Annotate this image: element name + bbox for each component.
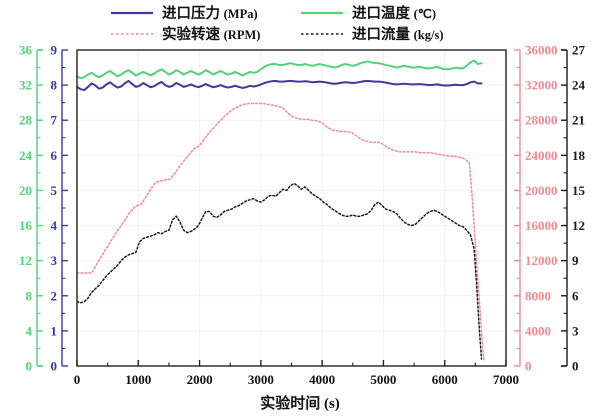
axis-speed-tick-label: 8000 [525, 288, 551, 303]
chart-legend: 进口压力 (MPa) 进口温度 (℃) 实验转速 (RPM) 进口流量 ( [0, 2, 600, 46]
legend-unit-temperature: (℃) [413, 7, 436, 21]
axis-speed-tick-label: 24000 [525, 148, 558, 163]
series-line-flow [76, 182, 483, 360]
x-tick-label: 5000 [370, 372, 396, 387]
axis-speed-tick-label: 20000 [525, 183, 558, 198]
axis-flow-tick-label: 27 [572, 43, 586, 58]
series-line-speed [76, 102, 485, 363]
axis-temperature-tick-label: 12 [19, 253, 32, 268]
axis-temperature-tick-label: 20 [19, 183, 32, 198]
axis-speed-tick-label: 4000 [525, 323, 551, 338]
axis-flow-tick-label: 9 [572, 253, 579, 268]
series-line-temperature [76, 59, 483, 80]
axis-temperature-tick-label: 16 [19, 218, 33, 233]
legend-item-flow: 进口流量 (kg/s) [300, 23, 490, 44]
x-tick-label: 4000 [309, 372, 335, 387]
axis-speed-tick-label: 16000 [525, 218, 558, 233]
axis-speed: 0 4000 8000 12000 16000 20000 24000 28000 32000 3… [514, 43, 558, 374]
axis-flow-tick-label: 21 [572, 113, 585, 128]
axis-speed-tick-label: 36000 [525, 43, 558, 58]
x-tick-label: 1000 [125, 372, 151, 387]
axis-flow: 0 3 6 9 12 15 18 21 24 27 [561, 43, 586, 374]
axis-flow-tick-label: 3 [572, 323, 579, 338]
axis-flow-tick-label: 0 [572, 359, 579, 374]
legend-label-temperature: 进口温度 [352, 6, 410, 22]
legend-item-pressure: 进口压力 (MPa) [110, 2, 300, 23]
axis-pressure-tick-label: 7 [51, 113, 58, 128]
legend-row-2: 实验转速 (RPM) 进口流量 (kg/s) [0, 23, 600, 44]
axis-flow-tick-label: 24 [572, 78, 586, 93]
x-axis-ticks: 0 1000 2000 3000 4000 5000 6000 7000 [74, 360, 519, 387]
legend-unit-flow: (kg/s) [413, 28, 444, 42]
axis-temperature-tick-label: 36 [19, 43, 33, 58]
axis-temperature-tick-label: 28 [19, 113, 33, 128]
legend-unit-pressure: (MPa) [223, 7, 258, 21]
legend-label-pressure: 进口压力 [162, 6, 220, 22]
axis-speed-tick-label: 28000 [525, 113, 558, 128]
axis-pressure-tick-label: 0 [51, 359, 58, 374]
axis-temperature-tick-label: 8 [26, 288, 33, 303]
axis-temperature: 0 4 8 12 16 20 24 28 32 36 [19, 43, 43, 374]
axis-speed-tick-label: 0 [525, 359, 532, 374]
series-line-pressure [76, 79, 483, 92]
axis-flow-tick-label: 6 [572, 288, 579, 303]
axis-pressure: 0 1 2 3 4 5 6 7 8 9 [51, 43, 68, 374]
legend-row-1: 进口压力 (MPa) 进口温度 (℃) [0, 2, 600, 23]
x-tick-label: 2000 [187, 372, 213, 387]
axis-speed-tick-label: 12000 [525, 253, 558, 268]
x-tick-label: 3000 [248, 372, 274, 387]
plot-frame [76, 49, 507, 367]
axis-flow-tick-label: 18 [572, 148, 586, 163]
axis-pressure-tick-label: 3 [51, 253, 58, 268]
x-tick-label: 7000 [493, 372, 519, 387]
axis-flow-tick-label: 15 [572, 183, 586, 198]
legend-unit-speed: (RPM) [223, 28, 261, 42]
axis-pressure-tick-label: 2 [51, 288, 58, 303]
axis-temperature-tick-label: 24 [19, 148, 33, 163]
legend-item-temperature: 进口温度 (℃) [300, 2, 490, 23]
legend-label-speed: 实验转速 [162, 27, 220, 43]
x-axis-title: 实验时间 (s) [260, 396, 340, 412]
plot-gridlines [77, 50, 506, 366]
axis-temperature-tick-label: 0 [26, 359, 33, 374]
axis-pressure-tick-label: 5 [51, 183, 58, 198]
axis-temperature-tick-label: 32 [19, 78, 32, 93]
axis-pressure-tick-label: 1 [51, 323, 58, 338]
axis-pressure-tick-label: 6 [51, 148, 58, 163]
legend-item-speed: 实验转速 (RPM) [110, 23, 300, 44]
x-tick-label: 6000 [432, 372, 458, 387]
axis-speed-tick-label: 32000 [525, 78, 558, 93]
axis-pressure-tick-label: 4 [51, 218, 58, 233]
axis-pressure-tick-label: 8 [51, 78, 58, 93]
axis-temperature-tick-label: 4 [26, 323, 33, 338]
x-tick-label: 0 [74, 372, 81, 387]
axis-pressure-tick-label: 9 [51, 43, 58, 58]
axis-flow-tick-label: 12 [572, 218, 585, 233]
legend-label-flow: 进口流量 [352, 27, 410, 43]
